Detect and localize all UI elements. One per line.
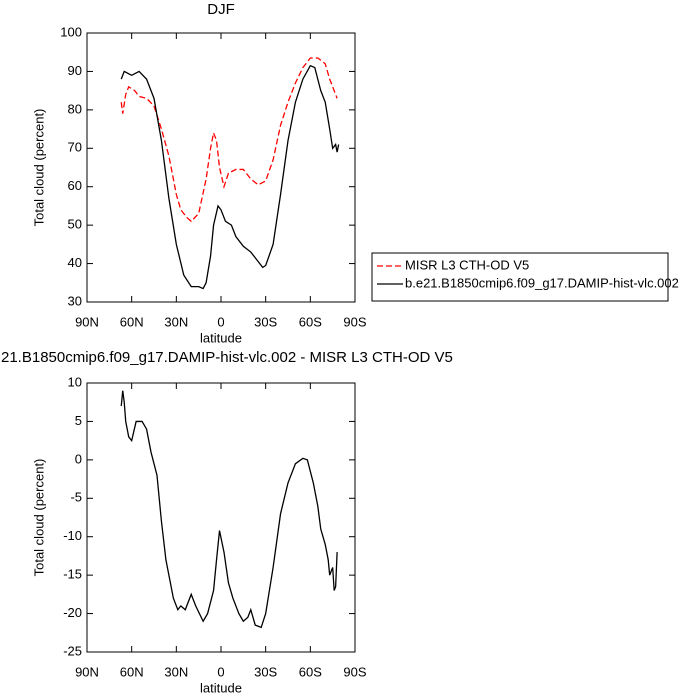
y-tick-label: 5 (75, 413, 82, 428)
x-axis-label: latitude (200, 330, 242, 345)
y-tick-label: -10 (63, 528, 82, 543)
y-tick-label: -5 (70, 490, 82, 505)
plot-frame (86, 382, 356, 653)
y-axis-label: Total cloud (percent) (31, 109, 46, 227)
y-tick-label: -20 (63, 605, 82, 620)
x-tick-label: 0 (217, 664, 224, 679)
legend-box (371, 252, 669, 302)
y-tick-label: 70 (68, 140, 82, 155)
x-tick-label: 60N (120, 314, 144, 329)
y-tick-label: 90 (68, 63, 82, 78)
x-tick-label: 60N (120, 664, 144, 679)
x-tick-label: 30N (164, 664, 188, 679)
x-tick-label: 60S (299, 314, 322, 329)
x-axis-label: latitude (200, 680, 242, 695)
y-tick-label: 100 (60, 24, 82, 39)
y-tick-label: -15 (63, 567, 82, 582)
x-tick-label: 30S (254, 314, 277, 329)
data-line (120, 57, 338, 223)
x-tick-label: 90N (75, 664, 99, 679)
y-tick-label: 60 (68, 178, 82, 193)
x-tick-label: 90S (343, 314, 366, 329)
chart-title: DJF (207, 1, 235, 18)
y-tick-label: 10 (68, 374, 82, 389)
x-tick-label: 90N (75, 314, 99, 329)
legend-label: MISR L3 CTH-OD V5 (405, 257, 529, 272)
x-tick-label: 30S (254, 664, 277, 679)
x-tick-label: 90S (343, 664, 366, 679)
x-tick-label: 60S (299, 664, 322, 679)
data-line (120, 390, 338, 629)
legend-label: b.e21.B1850cmip6.f09_g17.DAMIP-hist-vlc.… (405, 275, 679, 290)
data-line (120, 64, 340, 290)
x-tick-label: 0 (217, 314, 224, 329)
y-tick-label: -25 (63, 643, 82, 658)
y-tick-label: 30 (68, 293, 82, 308)
y-axis-label: Total cloud (percent) (31, 459, 46, 577)
x-tick-label: 30N (164, 314, 188, 329)
legend: MISR L3 CTH-OD V5 b.e21.B1850cmip6.f09_g1… (371, 252, 679, 302)
y-tick-label: 50 (68, 217, 82, 232)
y-tick-label: 80 (68, 101, 82, 116)
y-tick-label: 0 (75, 451, 82, 466)
chart-title: 21.B1850cmip6.f09_g17.DAMIP-hist-vlc.002… (1, 349, 453, 366)
y-tick-label: 40 (68, 255, 82, 270)
